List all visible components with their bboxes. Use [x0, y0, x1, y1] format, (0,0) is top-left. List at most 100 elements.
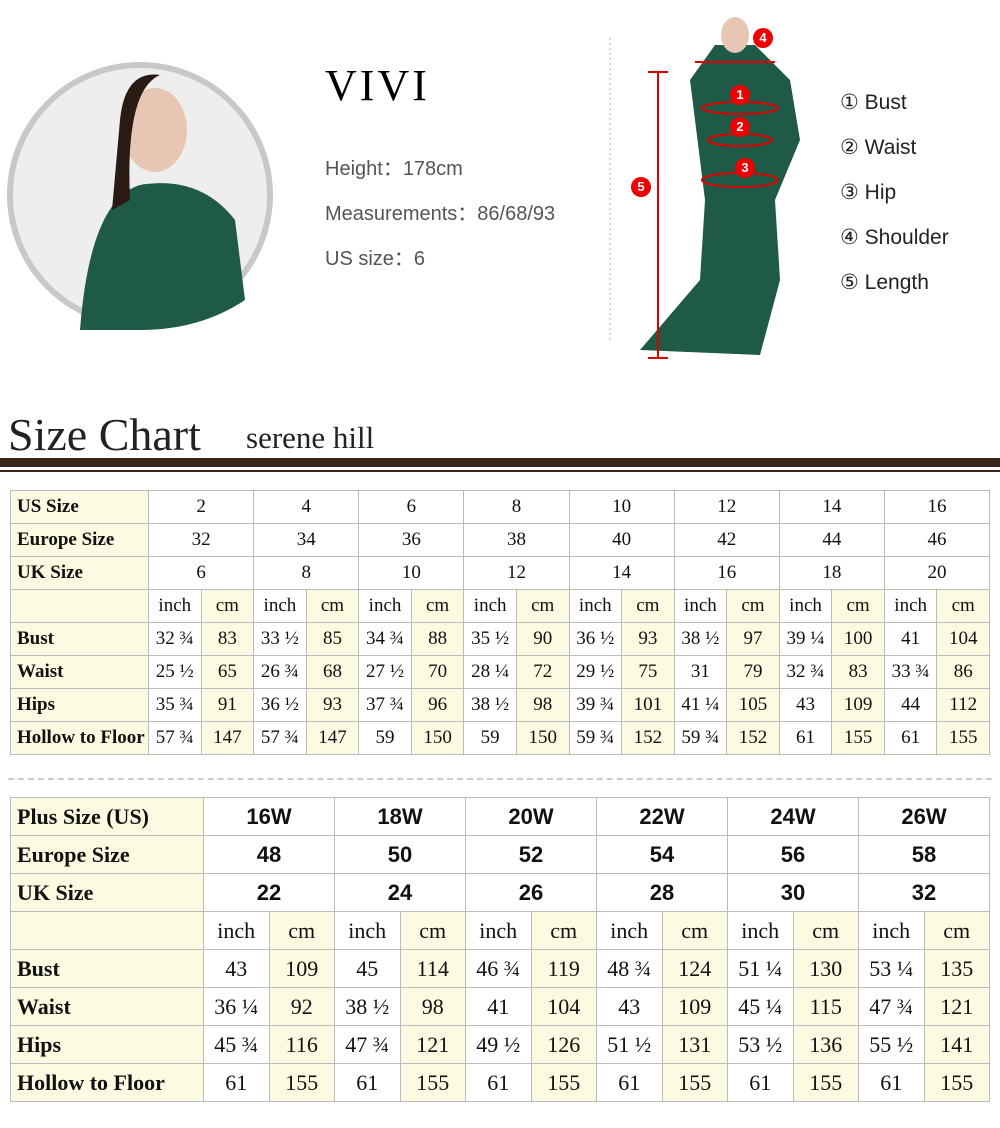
unit-cell: cm	[621, 589, 675, 623]
size-cell: 14	[568, 556, 675, 590]
value-cell: 70	[410, 655, 465, 689]
size-cell: 8	[253, 556, 360, 590]
size-cell: 16	[673, 556, 780, 590]
value-cell: 51 ¼	[727, 949, 794, 988]
unit-cell: inch	[465, 911, 532, 950]
size-cell: 26	[465, 873, 597, 912]
size-cell: 4	[253, 490, 360, 524]
value-cell: 126	[530, 1025, 597, 1064]
unit-cell: inch	[568, 589, 623, 623]
size-cell: 32	[147, 523, 255, 557]
value-cell: 47 ¾	[334, 1025, 401, 1064]
value-cell: 41 ¼	[673, 688, 728, 722]
size-cell: 2	[147, 490, 255, 524]
value-cell: 147	[305, 721, 360, 755]
value-cell: 45	[334, 949, 401, 988]
value-cell: 33 ½	[253, 622, 307, 656]
legend-item: ② Waist	[840, 136, 917, 159]
height: Height：178cm	[325, 158, 463, 180]
row-label: Bust	[10, 949, 204, 988]
measure-row: Hollow to Floor 61 155 61 155 61 155 61 155 61 155…	[10, 1063, 990, 1102]
model-name: VIVI	[325, 61, 430, 110]
unit-cell: cm	[200, 589, 255, 623]
unit-cell: inch	[334, 911, 401, 950]
value-cell: 28 ¼	[463, 655, 517, 689]
measure-row: Hollow to Floor 57 ¾ 147 57 ¾ 147 59 150 59 150 5…	[10, 721, 990, 755]
size-cell: 48	[203, 835, 335, 874]
value-cell: 115	[792, 987, 859, 1026]
value-cell: 53 ½	[727, 1025, 794, 1064]
size-cell: 42	[673, 523, 780, 557]
value-cell: 36 ½	[568, 622, 623, 656]
legend-item: ④ Shoulder	[840, 226, 949, 249]
measure-row: Waist 36 ¼ 92 38 ½ 98 41 104 43 109 45 ¼ 115 47 ¾ 12…	[10, 987, 990, 1026]
row-label	[10, 911, 204, 950]
row-label	[10, 589, 149, 623]
unit-cell: cm	[923, 911, 990, 950]
value-cell: 98	[515, 688, 570, 722]
dress-top	[80, 183, 245, 330]
value-cell: 45 ¾	[203, 1025, 270, 1064]
size-cell: 40	[568, 523, 675, 557]
row-label: UK Size	[10, 556, 149, 590]
value-cell: 38 ½	[673, 622, 728, 656]
row-label: Bust	[10, 622, 149, 656]
chart-title: Size Chart	[8, 409, 201, 460]
value-cell: 61	[727, 1063, 794, 1102]
value-cell: 34 ¾	[358, 622, 412, 656]
size-cell: 16	[883, 490, 991, 524]
value-cell: 155	[936, 721, 990, 755]
size-cell: 52	[465, 835, 597, 874]
size-cell: 34	[253, 523, 360, 557]
value-cell: 61	[334, 1063, 401, 1102]
value-cell: 51 ½	[596, 1025, 663, 1064]
value-cell: 46 ¾	[465, 949, 532, 988]
value-cell: 83	[831, 655, 885, 689]
value-cell: 59	[358, 721, 412, 755]
value-cell: 35 ¾	[148, 688, 202, 722]
value-cell: 61	[858, 1063, 925, 1102]
value-cell: 36 ½	[253, 688, 307, 722]
unit-cell: inch	[358, 589, 412, 623]
plus-size-table: Plus Size (US) 16W 18W 20W 22W 24W 26W Europe S…	[10, 797, 990, 1102]
row-label: Europe Size	[10, 835, 204, 874]
header-row: UK Size 6 8 10 12 14 16 18 20	[10, 556, 991, 590]
value-cell: 61	[596, 1063, 663, 1102]
value-cell: 112	[936, 688, 990, 722]
value-cell: 72	[515, 655, 570, 689]
size-cell: 16W	[203, 797, 335, 836]
unit-cell: inch	[858, 911, 925, 950]
value-cell: 61	[465, 1063, 532, 1102]
value-cell: 59 ¾	[568, 721, 623, 755]
value-cell: 104	[936, 622, 990, 656]
value-cell: 85	[305, 622, 360, 656]
value-cell: 41	[465, 987, 532, 1026]
value-cell: 36 ¼	[203, 987, 270, 1026]
value-cell: 135	[923, 949, 990, 988]
unit-cell: inch	[883, 589, 938, 623]
size-cell: 24W	[727, 797, 859, 836]
value-cell: 48 ¾	[596, 949, 663, 988]
value-cell: 68	[305, 655, 360, 689]
size-cell: 46	[883, 523, 991, 557]
row-label: Hollow to Floor	[10, 721, 149, 755]
unit-cell: cm	[399, 911, 466, 950]
size-cell: 12	[463, 556, 570, 590]
unit-cell: inch	[253, 589, 307, 623]
legend-item: ⑤ Length	[840, 271, 929, 294]
value-cell: 97	[726, 622, 780, 656]
row-label: Europe Size	[10, 523, 149, 557]
dress-figure	[640, 45, 800, 355]
value-cell: 38 ½	[463, 688, 517, 722]
row-label: Waist	[10, 655, 149, 689]
value-cell: 152	[621, 721, 675, 755]
value-cell: 92	[268, 987, 335, 1026]
header-row: Europe Size 48 50 52 54 56 58	[10, 835, 990, 874]
header-row: Europe Size 32 34 36 38 40 42 44 46	[10, 523, 991, 557]
value-cell: 32 ¾	[778, 655, 833, 689]
value-cell: 44	[883, 688, 938, 722]
value-cell: 43	[203, 949, 270, 988]
value-cell: 59	[463, 721, 517, 755]
value-cell: 141	[923, 1025, 990, 1064]
